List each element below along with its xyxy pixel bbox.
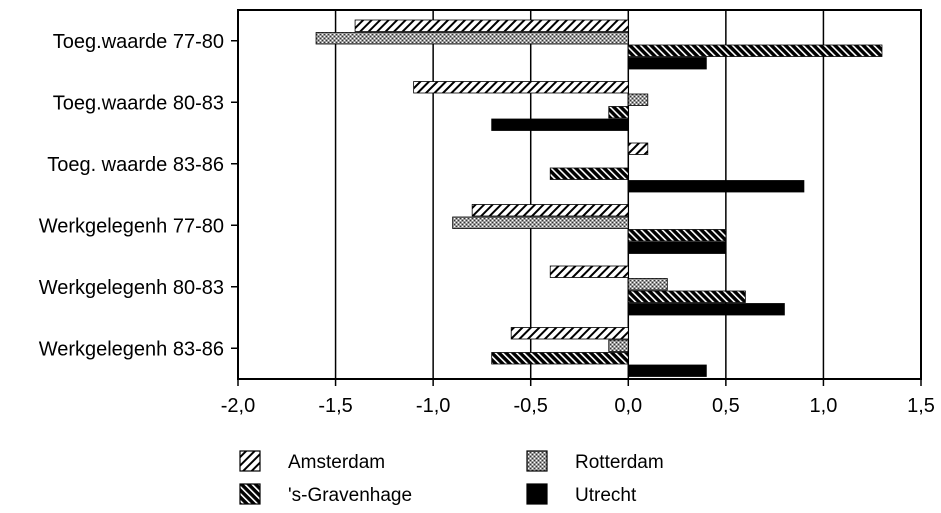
bar-utrecht-6 — [627, 364, 707, 377]
bar-utrecht-5 — [627, 303, 785, 316]
category-tick-marks — [231, 40, 238, 349]
bar-s-gravenhage-2 — [608, 106, 629, 119]
x-tick-label-0: -2,0 — [221, 395, 255, 417]
bar-utrecht-2 — [491, 118, 629, 131]
bar-utrecht-3 — [627, 180, 805, 193]
legend-label-utrecht: Utrecht — [575, 485, 637, 506]
category-label-3: Toeg. waarde 83-86 — [47, 154, 224, 176]
category-label-6: Werkgelegenh 83-86 — [39, 338, 224, 360]
x-tick-label-2: -1,0 — [416, 395, 450, 417]
bar-s-gravenhage-1 — [627, 44, 883, 57]
legend-swatch-amsterdam — [239, 450, 261, 472]
x-tick-label-6: 1,0 — [810, 395, 838, 417]
bar-rotterdam-5 — [627, 278, 668, 291]
bar-amsterdam-3 — [627, 142, 649, 155]
bar-amsterdam-5 — [549, 265, 629, 278]
bar-utrecht-4 — [627, 241, 727, 254]
legend: Amsterdam Rotterdam 's-Gravenhage Utrecht — [239, 450, 664, 506]
bar-s-gravenhage-5 — [627, 290, 746, 303]
category-label-5: Werkgelegenh 80-83 — [39, 277, 224, 299]
legend-label-rotterdam: Rotterdam — [575, 452, 664, 473]
x-tick-label-7: 1,5 — [907, 395, 935, 417]
bar-rotterdam-1 — [315, 32, 629, 45]
bar-rotterdam-2 — [627, 93, 649, 106]
bar-amsterdam-2 — [413, 81, 629, 94]
bar-s-gravenhage-4 — [627, 229, 727, 242]
bars — [315, 19, 883, 377]
x-tick-label-4: 0,0 — [614, 395, 642, 417]
bar-rotterdam-6 — [608, 339, 629, 352]
legend-label-s-gravenhage: 's-Gravenhage — [288, 485, 412, 506]
category-label-4: Werkgelegenh 77-80 — [39, 215, 224, 237]
x-tick-label-1: -1,5 — [318, 395, 352, 417]
plot-area-frame — [237, 9, 922, 380]
bar-s-gravenhage-3 — [549, 167, 629, 180]
category-label-1: Toeg.waarde 77-80 — [53, 31, 224, 53]
x-tick-label-5: 0,5 — [712, 395, 740, 417]
legend-swatch-rotterdam — [526, 450, 548, 472]
bar-rotterdam-4 — [452, 216, 629, 229]
x-axis-tick-labels: -2,0 -1,5 -1,0 -0,5 0,0 0,5 1,0 1,5 — [221, 379, 935, 417]
grid-lines — [334, 10, 825, 379]
x-tick-label-3: -0,5 — [513, 395, 547, 417]
legend-swatch-s-gravenhage — [239, 483, 261, 505]
bar-amsterdam-1 — [354, 19, 629, 32]
bar-utrecht-1 — [627, 57, 707, 70]
category-labels: Toeg.waarde 77-80 Toeg.waarde 80-83 Toeg. … — [39, 31, 224, 361]
bar-amsterdam-6 — [510, 327, 629, 340]
legend-label-amsterdam: Amsterdam — [288, 452, 385, 473]
bar-s-gravenhage-6 — [491, 352, 629, 365]
category-label-2: Toeg.waarde 80-83 — [53, 92, 224, 114]
bar-amsterdam-4 — [471, 204, 629, 217]
legend-swatch-utrecht — [526, 483, 548, 505]
